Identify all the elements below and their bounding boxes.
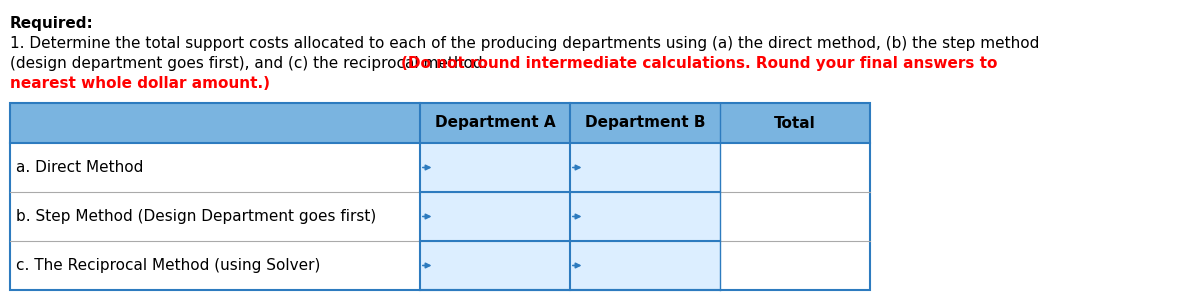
Text: a. Direct Method: a. Direct Method bbox=[16, 160, 143, 175]
Text: c. The Reciprocal Method (using Solver): c. The Reciprocal Method (using Solver) bbox=[16, 258, 320, 273]
Text: Required:: Required: bbox=[10, 16, 94, 31]
Text: (Do not round intermediate calculations. Round your final answers to: (Do not round intermediate calculations.… bbox=[401, 56, 997, 71]
Text: b. Step Method (Design Department goes first): b. Step Method (Design Department goes f… bbox=[16, 209, 377, 224]
Bar bbox=[10, 103, 870, 143]
Bar bbox=[570, 192, 720, 241]
Bar bbox=[10, 103, 870, 290]
Text: Total: Total bbox=[774, 116, 816, 131]
Text: 1. Determine the total support costs allocated to each of the producing departme: 1. Determine the total support costs all… bbox=[10, 36, 1039, 51]
Bar bbox=[570, 143, 720, 192]
Bar bbox=[420, 241, 570, 290]
Text: Department B: Department B bbox=[584, 116, 706, 131]
Bar bbox=[420, 192, 570, 241]
Bar bbox=[570, 241, 720, 290]
Text: (design department goes first), and (c) the reciprocal method.: (design department goes first), and (c) … bbox=[10, 56, 492, 71]
Text: nearest whole dollar amount.): nearest whole dollar amount.) bbox=[10, 76, 270, 91]
Bar bbox=[420, 143, 570, 192]
Text: Department A: Department A bbox=[434, 116, 556, 131]
